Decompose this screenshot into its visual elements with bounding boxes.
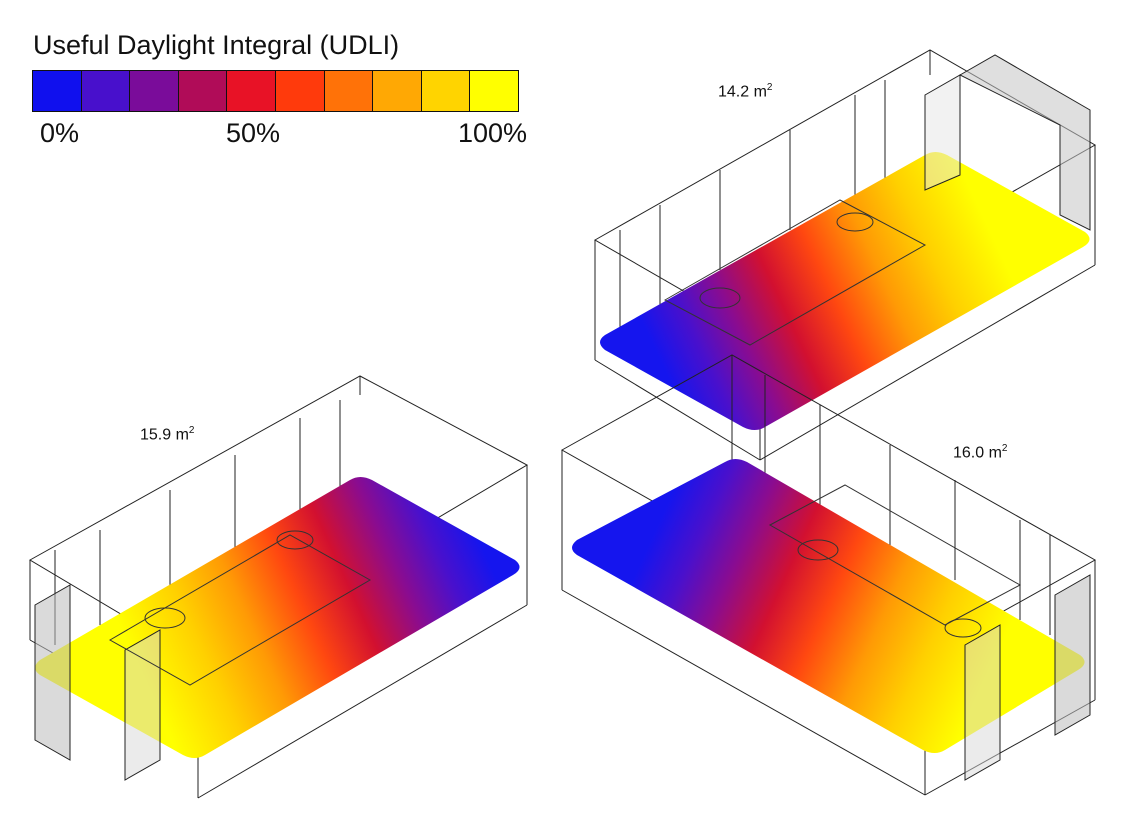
legend-swatch-8 — [373, 71, 422, 111]
room-area-value: 16.0 — [953, 444, 985, 462]
legend-swatch-2 — [81, 71, 131, 111]
room-area-value: 14.2 — [718, 83, 750, 101]
udli-map-room-3 — [572, 459, 1085, 753]
room-1-bed-outline — [108, 530, 372, 686]
legend-title: Useful Daylight Integral (UDLI) — [33, 30, 400, 60]
legend-swatch-6 — [275, 71, 325, 111]
room-3-bed-outline — [768, 484, 1022, 638]
room-area-unit: m — [753, 83, 767, 101]
legend-color-bar — [32, 70, 519, 112]
room-1-window — [34, 584, 161, 781]
room-area-unit: m — [988, 444, 1002, 462]
legend-swatch-4 — [178, 71, 228, 111]
legend-tick-mid: 50% — [226, 118, 281, 148]
legend-swatch-1 — [33, 71, 82, 111]
room-area-label: 15.9 m2 — [140, 425, 194, 444]
legend-swatch-5 — [227, 71, 276, 111]
room-area-exp: 2 — [1001, 443, 1008, 454]
legend-swatch-3 — [130, 71, 179, 111]
legend-swatch-9 — [421, 71, 471, 111]
legend-swatch-10 — [470, 71, 518, 111]
room-area-unit: m — [175, 426, 189, 444]
room-area-exp: 2 — [188, 425, 195, 436]
udli-map-room-1 — [35, 477, 520, 758]
room-2-bed-outline — [663, 199, 927, 346]
room-area-value: 15.9 — [140, 426, 172, 444]
room-area-exp: 2 — [766, 82, 773, 93]
room-area-label: 16.0 m2 — [953, 443, 1007, 462]
room-area-label: 14.2 m2 — [718, 82, 772, 101]
room-3-window — [964, 574, 1091, 781]
legend-tick-max: 100% — [458, 118, 528, 148]
room-2-window — [924, 54, 1091, 231]
legend-tick-min: 0% — [40, 118, 80, 148]
legend-swatch-7 — [324, 71, 374, 111]
